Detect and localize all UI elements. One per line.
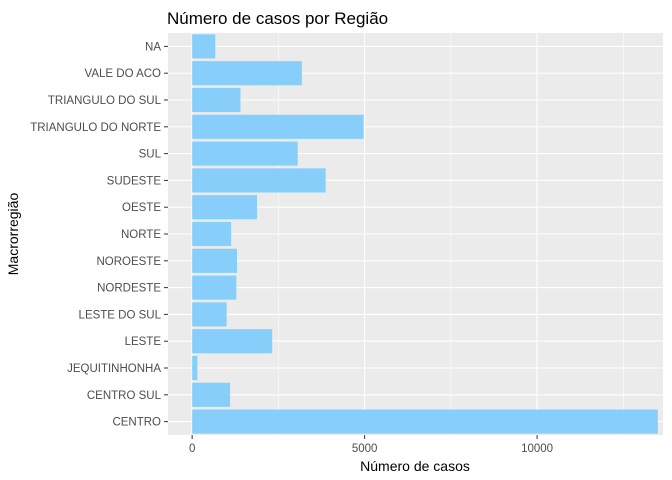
y-tick-label: CENTRO SUL [87,390,162,402]
bar-na [192,34,216,59]
x-tick-label: 0 [189,443,195,455]
y-tick-label: SUL [139,149,162,161]
y-tick-label: SUDESTE [107,175,162,187]
bar-sul [192,141,298,166]
chart-title: Número de casos por Região [167,9,388,28]
bar-vale-do-aco [192,61,302,86]
major-gridlines [168,33,663,435]
bar-triangulo-do-sul [192,87,241,113]
y-tick-label: TRIANGULO DO NORTE [30,122,161,134]
y-axis-title: Macrorregião [5,193,21,276]
bars [192,34,658,434]
x-tick-label: 10000 [521,443,553,455]
bar-noroeste [192,248,237,273]
y-tick-label: NORTE [121,229,161,241]
y-tick-label: NORDESTE [97,283,161,295]
bar-oeste [192,195,257,220]
y-tick-label: OESTE [122,202,161,214]
bar-centro [192,409,658,434]
bar-centro-sul [192,382,231,407]
bar-leste-do-sul [192,302,227,327]
y-tick-label: VALE DO ACO [85,68,162,80]
y-tick-label: NA [145,41,161,53]
bar-sudeste [192,168,326,193]
y-tick-label: CENTRO [112,417,161,429]
y-tick-label: JEQUITINHONHA [67,363,161,375]
x-tick-label: 5000 [352,443,378,455]
bar-leste [192,329,273,354]
x-axis: 0 5000 10000 [189,435,553,455]
bar-nordeste [192,275,237,300]
y-tick-label: TRIANGULO DO SUL [48,95,162,107]
y-tick-label: LESTE DO SUL [79,309,162,321]
y-tick-label: NOROESTE [96,256,161,268]
x-axis-title: Número de casos [360,458,470,474]
bar-triangulo-do-norte [192,114,364,139]
bar-norte [192,221,232,247]
y-axis: CENTRO CENTRO SUL JEQUITINHONHA LESTE LESTE … [30,41,168,429]
bar-jequitinhonha [192,355,198,381]
y-tick-label: LESTE [125,336,162,348]
